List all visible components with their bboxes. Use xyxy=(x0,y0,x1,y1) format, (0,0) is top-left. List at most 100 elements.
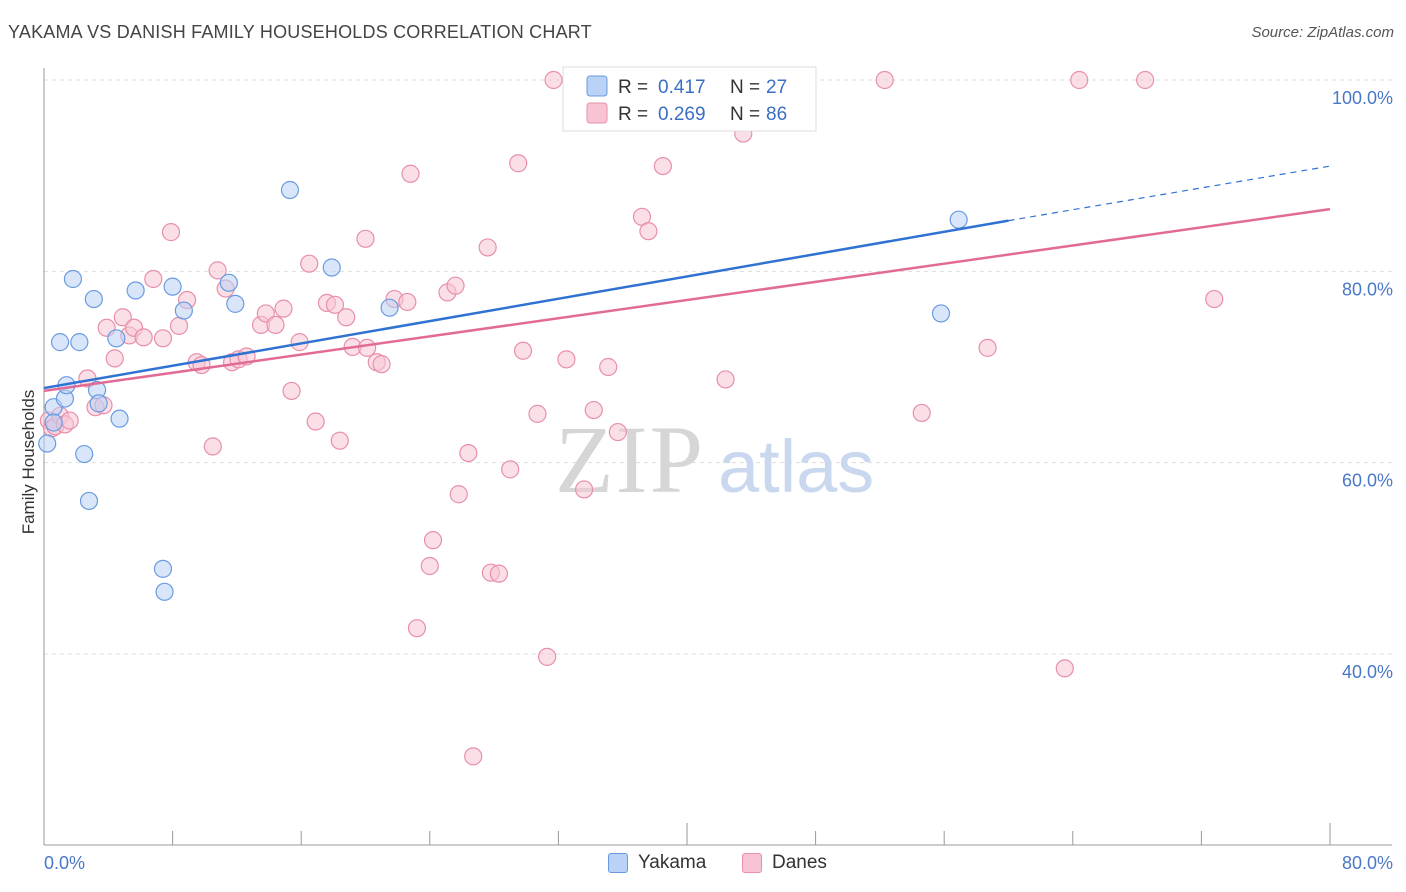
grid-lines xyxy=(44,79,1392,655)
point-danes xyxy=(203,437,222,456)
point-yakama xyxy=(163,277,182,296)
point-danes xyxy=(330,431,349,450)
point-danes xyxy=(169,316,189,335)
x-tick-labels: 0.0% 80.0% xyxy=(44,853,1393,873)
source-label: Source: ZipAtlas.com xyxy=(1251,24,1394,41)
point-danes xyxy=(153,329,173,348)
point-yakama xyxy=(126,281,145,300)
point-danes xyxy=(325,295,345,314)
point-yakama xyxy=(107,329,126,348)
point-danes xyxy=(1070,70,1089,90)
point-danes xyxy=(584,400,603,420)
point-yakama xyxy=(949,210,968,229)
point-yakama xyxy=(79,491,99,511)
point-yakama xyxy=(280,180,300,200)
x-tick-label-min: 0.0% xyxy=(44,853,85,873)
point-danes xyxy=(134,328,153,347)
point-danes xyxy=(420,556,439,576)
x-tick-label-max: 80.0% xyxy=(1342,853,1393,873)
point-yakama xyxy=(931,304,951,323)
legend-r-value-yakama: 0.417 xyxy=(658,77,706,98)
legend-r-label: R = xyxy=(618,104,648,125)
legend-n-value-danes: 86 xyxy=(766,104,787,125)
legend-r-label: R = xyxy=(618,77,648,98)
point-yakama xyxy=(322,258,341,277)
y-tick-label: 60.0% xyxy=(1342,471,1393,491)
axes xyxy=(43,68,1392,846)
series-legend: Yakama Danes xyxy=(0,852,1406,878)
point-danes xyxy=(1055,659,1074,678)
point-danes xyxy=(105,349,124,368)
point-danes xyxy=(423,531,443,550)
series-legend-danes: Danes xyxy=(742,852,827,874)
point-danes xyxy=(716,370,735,389)
point-danes xyxy=(557,350,576,369)
trend-line-yakama xyxy=(43,219,1009,390)
point-danes xyxy=(653,157,672,176)
series-swatch-yakama xyxy=(608,853,628,873)
legend-swatch-danes xyxy=(586,102,608,124)
point-yakama xyxy=(44,413,63,432)
point-danes xyxy=(478,238,497,257)
point-yakama xyxy=(174,301,193,320)
point-danes xyxy=(446,276,465,295)
series-name-danes: Danes xyxy=(772,852,827,873)
point-danes xyxy=(575,480,594,499)
legend-n-label: N = xyxy=(730,77,760,98)
y-tick-label: 80.0% xyxy=(1342,279,1393,299)
point-danes xyxy=(306,412,325,431)
point-danes xyxy=(358,338,377,357)
point-danes xyxy=(501,460,520,479)
point-yakama xyxy=(110,409,129,428)
legend-r-value-danes: 0.269 xyxy=(658,104,706,125)
point-danes xyxy=(300,254,319,273)
point-danes xyxy=(449,485,468,504)
point-danes xyxy=(282,381,301,401)
legend-swatch-yakama xyxy=(586,75,608,97)
point-yakama xyxy=(70,333,89,352)
watermark: ZIP atlas xyxy=(555,406,874,513)
point-yakama xyxy=(63,269,83,289)
point-yakama xyxy=(75,444,94,464)
point-danes xyxy=(528,404,547,423)
point-yakama xyxy=(226,294,245,313)
point-danes xyxy=(208,261,227,280)
y-tick-label: 40.0% xyxy=(1342,662,1393,682)
y-tick-label: 100.0% xyxy=(1332,88,1393,108)
point-danes xyxy=(274,299,293,318)
legend-n-value-yakama: 27 xyxy=(766,77,787,98)
point-danes xyxy=(538,647,557,666)
point-danes xyxy=(509,154,528,173)
point-danes xyxy=(356,229,375,248)
y-tick-labels: 40.0% 60.0% 80.0% 100.0% xyxy=(1332,88,1393,682)
y-axis-title: Family Households xyxy=(19,390,38,535)
point-danes xyxy=(608,422,627,442)
point-danes xyxy=(544,70,563,90)
point-danes xyxy=(464,747,483,766)
point-danes xyxy=(875,70,894,90)
legend-n-label: N = xyxy=(730,104,760,125)
point-danes xyxy=(161,223,181,242)
point-danes xyxy=(407,619,427,638)
point-danes xyxy=(144,269,163,289)
point-danes xyxy=(401,164,420,183)
trend-line-danes xyxy=(43,207,1331,393)
stats-legend: R = 0.417 N = 27 R = 0.269 N = 86 xyxy=(562,66,817,132)
point-danes xyxy=(1205,289,1224,309)
point-danes xyxy=(113,308,132,327)
point-danes xyxy=(398,292,417,312)
point-danes xyxy=(912,403,931,423)
point-yakama xyxy=(89,394,108,413)
watermark-zip: ZIP xyxy=(555,406,705,513)
point-danes xyxy=(978,338,997,357)
series-name-yakama: Yakama xyxy=(638,852,707,873)
trend-line-yakama-extension xyxy=(1008,165,1331,222)
point-yakama xyxy=(219,273,238,292)
point-danes xyxy=(639,222,658,241)
point-yakama xyxy=(380,298,399,317)
point-yakama xyxy=(38,434,57,453)
point-yakama xyxy=(84,289,103,309)
trend-lines xyxy=(43,165,1331,393)
point-danes xyxy=(372,355,391,374)
